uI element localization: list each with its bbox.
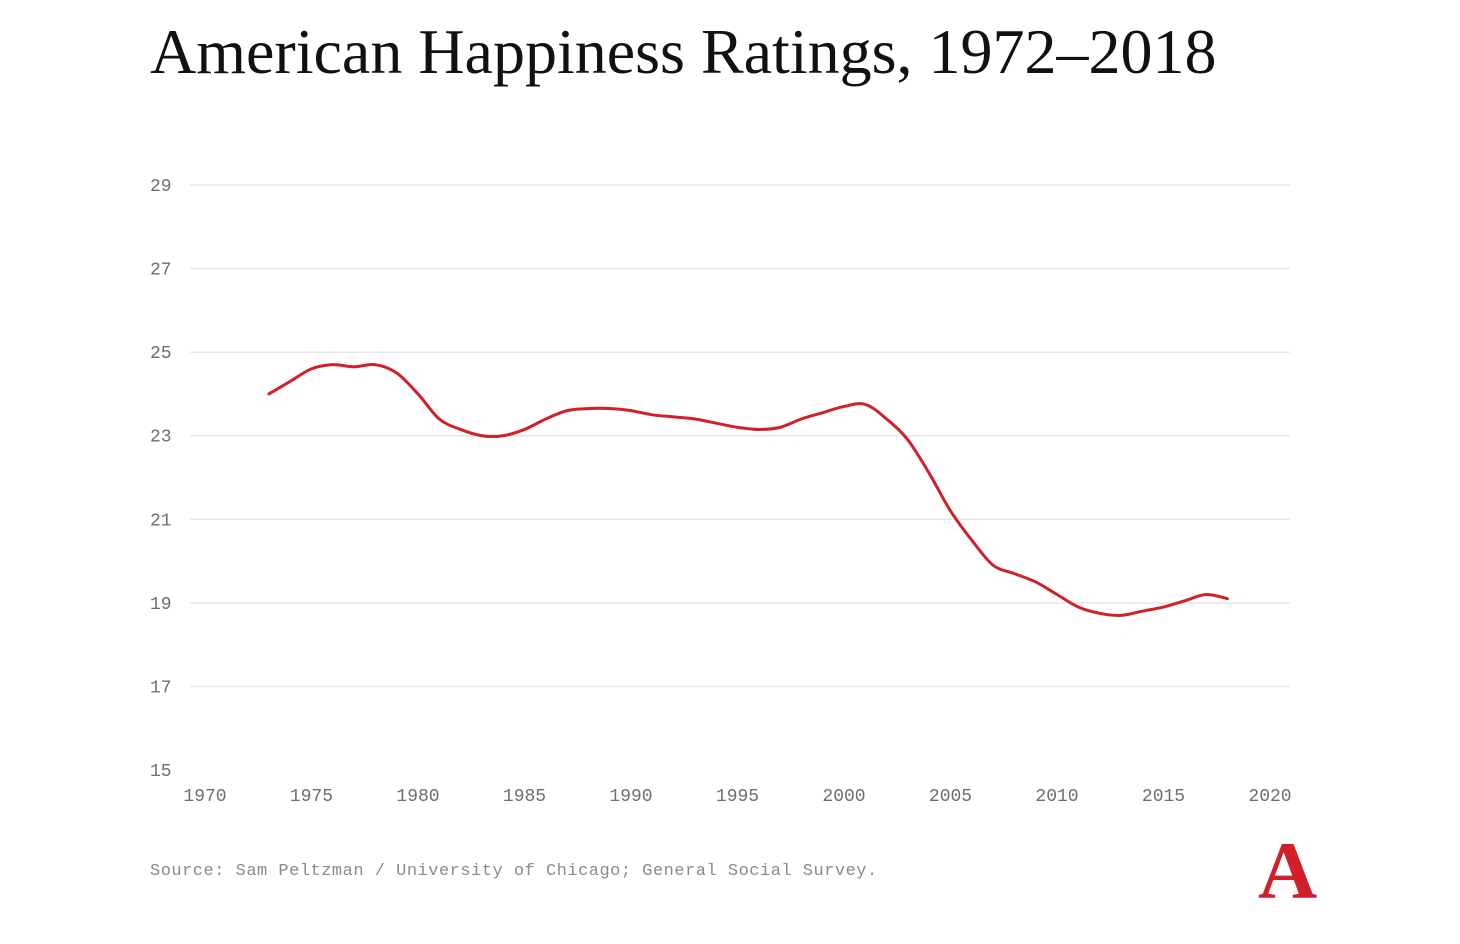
y-tick-label: 21	[150, 511, 172, 531]
x-tick-label: 1985	[503, 787, 546, 807]
grid-lines	[190, 184, 1290, 688]
x-tick-label: 2015	[1142, 787, 1185, 807]
y-tick-label: 15	[150, 762, 172, 782]
series-line-0	[267, 362, 1229, 617]
x-tick-label: 1970	[183, 787, 226, 807]
y-tick-label: 25	[150, 344, 172, 364]
x-tick-label: 2005	[929, 787, 972, 807]
x-tick-label: 1995	[716, 787, 759, 807]
series-layer	[267, 362, 1229, 617]
x-tick-label: 2010	[1035, 787, 1078, 807]
x-tick-label: 1980	[396, 787, 439, 807]
y-axis-tick-labels: 15 17 19 21 23 25 27 29	[150, 177, 172, 782]
x-tick-label: 2020	[1248, 787, 1291, 807]
chart-title: American Happiness Ratings, 1972–2018	[150, 16, 1217, 87]
y-tick-label: 27	[150, 261, 172, 281]
x-axis-tick-labels: 1970 1975 1980 1985 1990 1995 2000 2005 2010 2015…	[183, 787, 1291, 807]
x-tick-label: 2000	[822, 787, 865, 807]
x-tick-label: 1975	[290, 787, 333, 807]
y-tick-label: 19	[150, 595, 172, 615]
x-tick-label: 1990	[609, 787, 652, 807]
publisher-logo: A	[1258, 825, 1318, 916]
source-note: Source: Sam Peltzman / University of Chi…	[150, 862, 878, 881]
y-tick-label: 29	[150, 177, 172, 197]
y-tick-label: 23	[150, 428, 172, 448]
y-tick-label: 17	[150, 678, 172, 698]
